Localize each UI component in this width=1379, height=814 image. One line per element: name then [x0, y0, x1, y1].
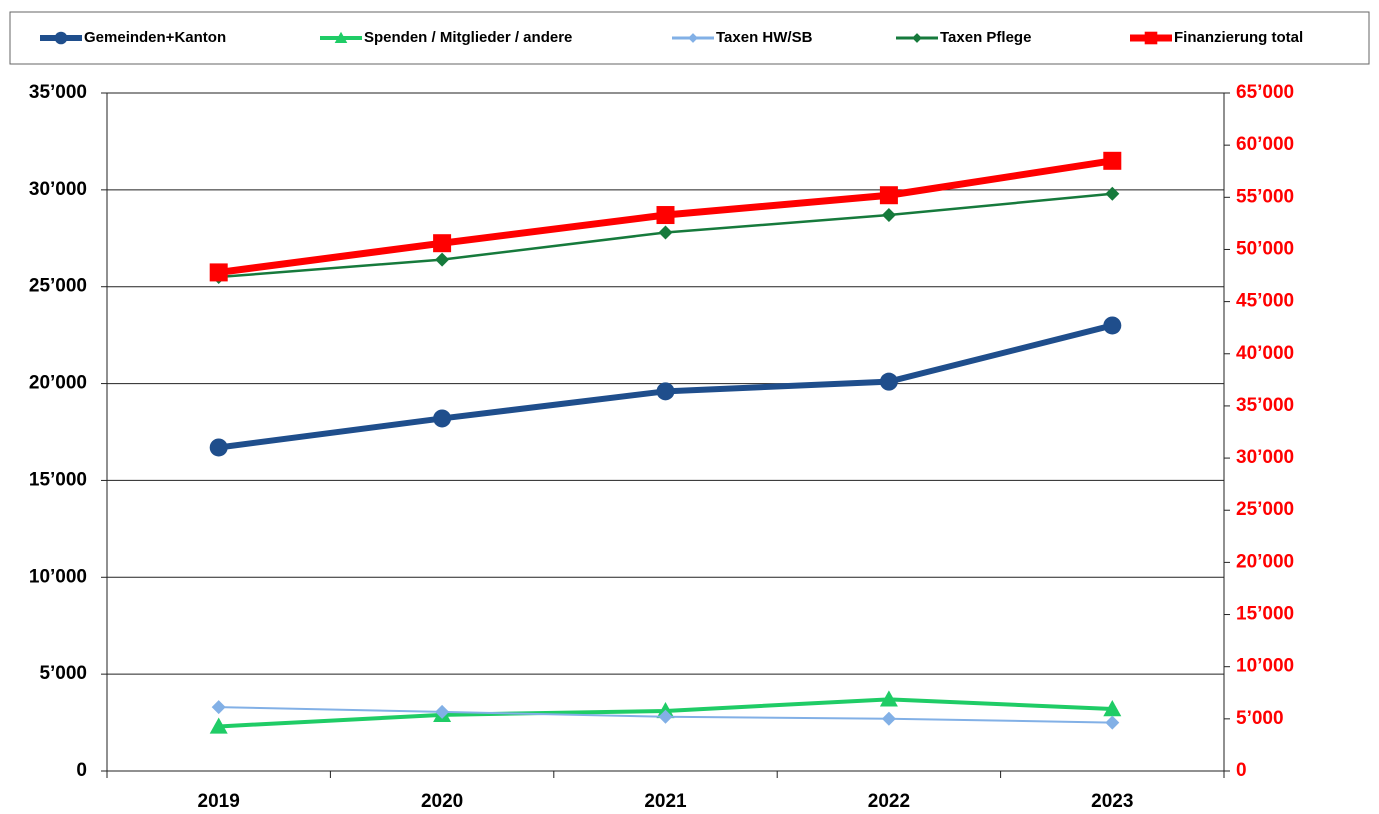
x-tick-label: 2023: [1091, 791, 1133, 812]
legend-label: Taxen Pflege: [940, 29, 1031, 46]
data-point: [209, 263, 228, 282]
data-point: [879, 372, 898, 391]
data-point: [211, 700, 226, 715]
y2-tick-label: 15’000: [1236, 604, 1294, 625]
data-point: [881, 208, 896, 223]
data-point: [209, 717, 228, 734]
y2-tick-label: 40’000: [1236, 343, 1294, 364]
legend-label: Gemeinden+Kanton: [84, 29, 226, 46]
y2-tick-label: 5’000: [1236, 708, 1284, 729]
data-point: [1105, 186, 1120, 201]
data-point: [879, 186, 898, 205]
data-point: [433, 234, 452, 253]
data-point: [1103, 316, 1122, 335]
y2-tick-label: 45’000: [1236, 291, 1294, 312]
y2-tick-label: 60’000: [1236, 134, 1294, 155]
data-point: [435, 252, 450, 267]
data-point: [1105, 715, 1120, 730]
x-tick-label: 2022: [868, 791, 910, 812]
data-point: [656, 206, 675, 225]
y-tick-label: 35’000: [29, 82, 87, 103]
legend-marker: [688, 33, 698, 43]
y2-tick-label: 35’000: [1236, 395, 1294, 416]
y2-tick-label: 20’000: [1236, 551, 1294, 572]
y2-tick-label: 0: [1236, 760, 1247, 781]
y-tick-label: 5’000: [39, 663, 87, 684]
y-tick-label: 15’000: [29, 469, 87, 490]
y2-tick-label: 50’000: [1236, 238, 1294, 259]
data-point: [1103, 151, 1122, 170]
legend-label: Finanzierung total: [1174, 29, 1303, 46]
legend-label: Taxen HW/SB: [716, 29, 813, 46]
data-point: [209, 438, 228, 457]
y-tick-label: 0: [76, 760, 87, 781]
y-tick-label: 10’000: [29, 566, 87, 587]
data-point: [1103, 700, 1122, 717]
y-tick-label: 20’000: [29, 373, 87, 394]
y-tick-label: 30’000: [29, 179, 87, 200]
y2-tick-label: 25’000: [1236, 499, 1294, 520]
data-point: [435, 704, 450, 719]
legend-label: Spenden / Mitglieder / andere: [364, 29, 572, 46]
y2-tick-label: 65’000: [1236, 82, 1294, 103]
data-point: [658, 709, 673, 724]
y2-tick-label: 55’000: [1236, 186, 1294, 207]
y2-tick-label: 10’000: [1236, 656, 1294, 677]
data-point: [881, 711, 896, 726]
x-tick-label: 2021: [644, 791, 687, 812]
x-tick-label: 2019: [198, 791, 240, 812]
data-point: [879, 690, 898, 707]
legend-marker: [54, 31, 68, 45]
x-tick-label: 2020: [421, 791, 463, 812]
legend-marker: [1144, 31, 1158, 45]
legend-marker: [334, 31, 348, 44]
legend-marker: [912, 33, 922, 43]
data-point: [433, 409, 452, 428]
y2-tick-label: 30’000: [1236, 447, 1294, 468]
data-point: [658, 225, 673, 240]
y-tick-label: 25’000: [29, 276, 87, 297]
data-point: [656, 382, 675, 401]
